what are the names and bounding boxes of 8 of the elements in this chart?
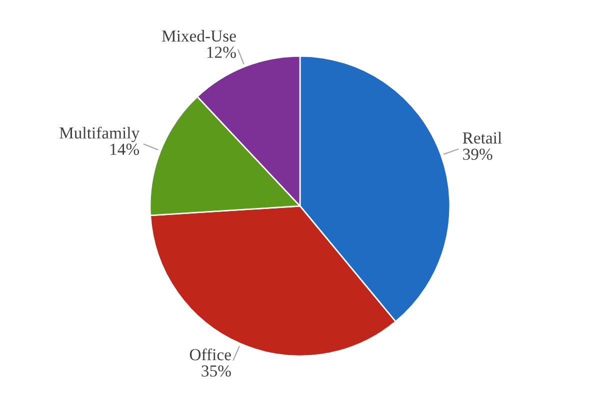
slice-label: Multifamily [60, 126, 140, 142]
data-label: 35% [202, 365, 231, 377]
slice-label: Retail [462, 132, 502, 144]
data-label: 12% [207, 46, 236, 58]
data-label: 39% [463, 148, 492, 160]
data-label: 14% [110, 144, 140, 155]
slice-label: Mixed-Use [162, 30, 236, 42]
slice-label: Office [190, 348, 231, 360]
